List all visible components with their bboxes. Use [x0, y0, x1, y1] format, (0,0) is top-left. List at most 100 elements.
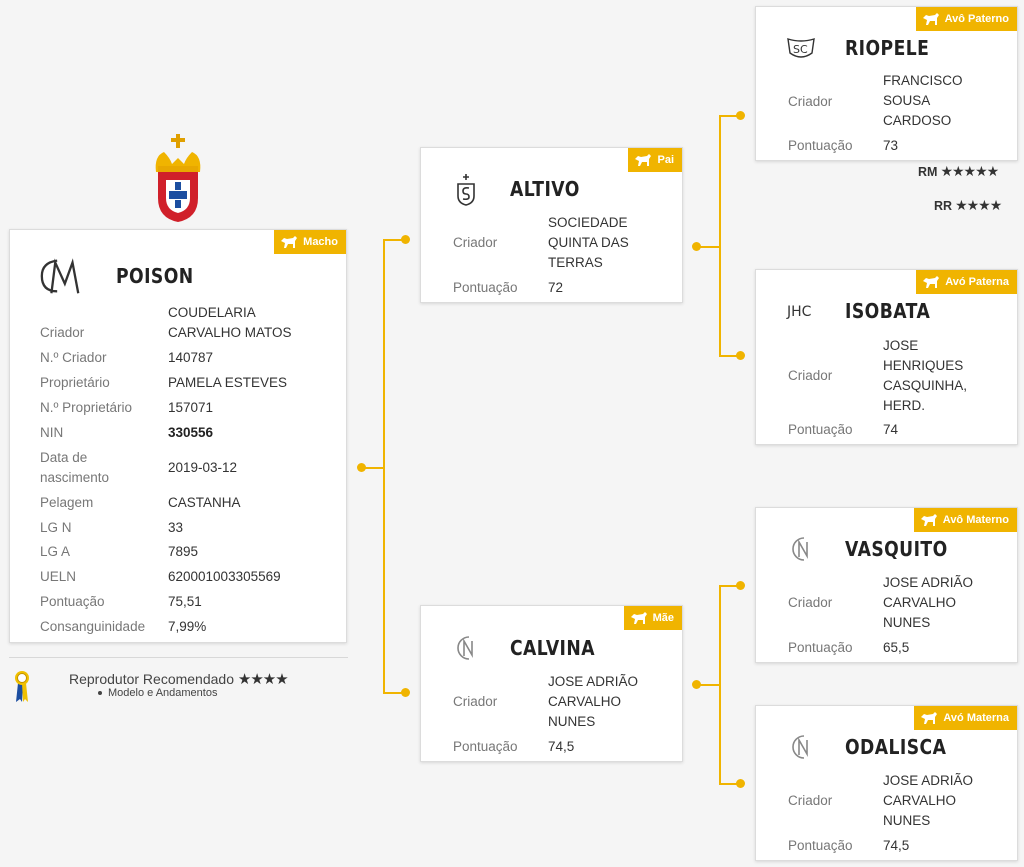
- rating-rr: RR ★★★★: [934, 197, 1002, 213]
- recommendation-stars: ★★★★: [237, 671, 289, 688]
- pontuacao-label: Pontuação: [788, 422, 853, 437]
- horse-icon: [635, 154, 652, 166]
- connector-line: [719, 585, 741, 587]
- pontuacao-value: 72: [548, 280, 564, 295]
- horse-name: POISON: [116, 264, 194, 288]
- connector-dot: [736, 779, 745, 788]
- horse-icon: [921, 712, 938, 724]
- rating-stars: ★★★★★: [940, 163, 999, 179]
- recommendation: Reprodutor Recomendado ★★★★: [69, 671, 289, 688]
- value-n-proprietario: 157071: [168, 400, 214, 415]
- value-nin: 330556: [168, 425, 214, 440]
- connector-dot: [736, 111, 745, 120]
- grandparent-badge: Avó Materna: [914, 706, 1017, 730]
- pontuacao-label: Pontuação: [453, 739, 518, 754]
- value-pontuacao: 75,51: [168, 594, 202, 609]
- divider: [9, 657, 348, 658]
- horse-name: ODALISCA: [845, 735, 947, 759]
- avo-paterno-card[interactable]: Avô Paterno SC RIOPELE Criador FRANCISCO…: [755, 6, 1018, 161]
- connector-dot: [736, 581, 745, 590]
- grandparent-badge: Avô Materno: [913, 508, 1017, 532]
- row-pontuacao: Pontuação: [40, 594, 105, 609]
- connector-line: [383, 692, 406, 694]
- horse-icon: [630, 612, 647, 624]
- avo-materno-card[interactable]: Avô Materno VASQUITO Criador JOSE ADRIÃO…: [755, 507, 1018, 663]
- pontuacao-value: 73: [883, 138, 899, 153]
- row-proprietario: Proprietário: [40, 375, 110, 390]
- criador-label: Criador: [453, 694, 498, 709]
- row-consanguinidade: Consanguinidade: [40, 619, 146, 634]
- breeder-brand-icon: [778, 724, 824, 770]
- pontuacao-value: 74,5: [548, 739, 575, 754]
- criador-label: Criador: [453, 235, 498, 250]
- pontuacao-label: Pontuação: [788, 640, 853, 655]
- horse-name: CALVINA: [510, 636, 595, 660]
- horse-name: RIOPELE: [845, 36, 930, 60]
- value-proprietario: PAMELA ESTEVES: [168, 375, 288, 390]
- recommendation-item: Modelo e Andamentos: [98, 687, 217, 699]
- horse-name: ALTIVO: [510, 177, 580, 201]
- horse-icon: [920, 514, 937, 526]
- pontuacao-value: 74: [883, 422, 899, 437]
- value-criador: COUDELARIA CARVALHO MATOS: [168, 305, 292, 340]
- connector-line: [383, 239, 406, 241]
- row-ueln: UELN: [40, 569, 77, 584]
- award-ribbon-icon: [14, 669, 30, 703]
- connector-dot: [401, 688, 410, 697]
- connector-line: [719, 115, 741, 117]
- pontuacao-value: 74,5: [883, 838, 910, 853]
- connector-dot: [401, 235, 410, 244]
- criador-label: Criador: [788, 793, 833, 808]
- horse-icon: [923, 276, 940, 288]
- svg-text:JHC: JHC: [786, 304, 812, 320]
- criador-label: Criador: [788, 94, 833, 109]
- criador-value: JOSE ADRIÃO CARVALHO NUNES: [883, 575, 974, 630]
- connector-dot: [736, 351, 745, 360]
- pai-card[interactable]: Pai ALTIVO Criador SOCIEDADE QUINTA DAS …: [420, 147, 683, 303]
- value-consanguinidade: 7,99%: [168, 619, 207, 634]
- value-lg-a: 7895: [168, 544, 199, 559]
- svg-text:SC: SC: [793, 43, 808, 56]
- pontuacao-label: Pontuação: [788, 138, 853, 153]
- connector-line: [719, 355, 741, 357]
- horse-name: VASQUITO: [845, 537, 948, 561]
- value-data-nascimento: 2019-03-12: [168, 460, 238, 475]
- criador-value: JOSE ADRIÃO CARVALHO NUNES: [548, 674, 639, 729]
- mae-card[interactable]: Mãe CALVINA Criador JOSE ADRIÃO CARVALHO…: [420, 605, 683, 762]
- horse-icon: [281, 236, 298, 248]
- row-criador: Criador: [40, 325, 85, 340]
- pontuacao-label: Pontuação: [453, 280, 518, 295]
- connector-line: [696, 246, 720, 248]
- breeder-brand-icon: [443, 625, 489, 671]
- row-lg-n: LG N: [40, 520, 72, 535]
- connector-line: [696, 684, 720, 686]
- pontuacao-label: Pontuação: [788, 838, 853, 853]
- row-n-proprietario: N.º Proprietário: [40, 400, 132, 415]
- criador-value: FRANCISCO SOUSA CARDOSO: [883, 73, 963, 128]
- breeder-brand-icon: SC: [778, 25, 824, 71]
- avo-materna-card[interactable]: Avó Materna ODALISCA Criador JOSE ADRIÃO…: [755, 705, 1018, 861]
- connector-line: [719, 115, 721, 356]
- main-horse-card: Macho POISON: [9, 229, 347, 643]
- value-lg-n: 33: [168, 520, 184, 535]
- row-pelagem: Pelagem: [40, 495, 94, 510]
- breeder-brand-icon: JHC: [778, 288, 824, 334]
- pontuacao-value: 65,5: [883, 640, 910, 655]
- connector-line: [361, 467, 384, 469]
- sex-badge: Macho: [274, 230, 346, 254]
- grandparent-badge: Avó Paterna: [916, 270, 1017, 294]
- avo-paterna-card[interactable]: Avó Paterna JHC ISOBATA Criador JOSE HEN…: [755, 269, 1018, 445]
- rating-rm: RM ★★★★★: [918, 163, 999, 179]
- value-n-criador: 140787: [168, 350, 214, 365]
- breeder-brand-icon: [38, 253, 84, 299]
- breeder-brand-icon: [443, 166, 489, 212]
- connector-line: [383, 239, 385, 694]
- criador-value: SOCIEDADE QUINTA DAS TERRAS: [548, 215, 629, 270]
- grandparent-badge: Avô Paterno: [915, 7, 1017, 31]
- rating-stars: ★★★★: [955, 197, 1002, 213]
- horse-name: ISOBATA: [845, 299, 931, 323]
- row-lg-a: LG A: [40, 544, 71, 559]
- value-ueln: 620001003305569: [168, 569, 281, 584]
- connector-line: [719, 585, 721, 785]
- row-data-nascimento: Data de nascimento: [40, 450, 110, 485]
